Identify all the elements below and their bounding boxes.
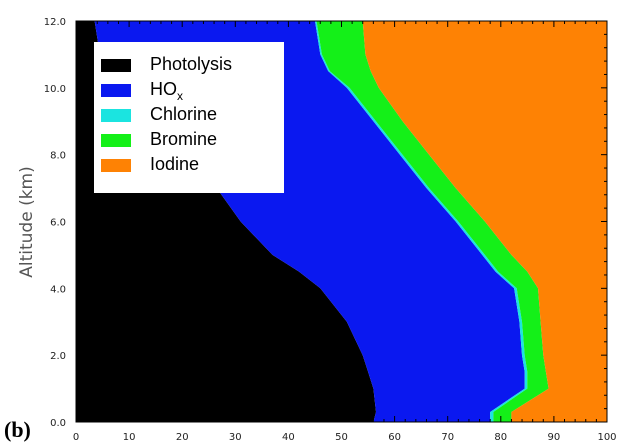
x-tick-label: 20 bbox=[176, 432, 189, 443]
x-tick-label: 50 bbox=[335, 432, 348, 443]
legend-label-subscript: x bbox=[177, 89, 183, 103]
y-tick-label: 12.0 bbox=[44, 17, 66, 28]
x-tick-labels: 0 10 20 30 40 50 60 70 80 90 100 bbox=[73, 432, 617, 443]
y-axis-title: Altitude (km) bbox=[17, 166, 37, 278]
x-tick-label: 0 bbox=[73, 432, 79, 443]
legend-swatch bbox=[101, 134, 131, 147]
y-tick-label: 8.0 bbox=[50, 151, 66, 162]
legend-swatch bbox=[101, 159, 131, 172]
area-iodine bbox=[362, 21, 607, 422]
legend-label: Bromine bbox=[150, 129, 217, 149]
area-photolysis bbox=[76, 21, 376, 422]
legend-swatch bbox=[101, 59, 131, 72]
y-tick-labels: 0.0 2.0 4.0 6.0 8.0 10.0 12.0 bbox=[44, 17, 66, 429]
y-tick-label: 0.0 bbox=[50, 418, 66, 429]
x-tick-label: 30 bbox=[229, 432, 242, 443]
legend-label: Chlorine bbox=[150, 104, 217, 124]
y-tick-label: 10.0 bbox=[44, 84, 66, 95]
area-bromine bbox=[316, 21, 549, 422]
x-tick-label: 100 bbox=[597, 432, 616, 443]
x-tick-label: 10 bbox=[123, 432, 136, 443]
x-tick-label: 60 bbox=[388, 432, 401, 443]
legend-swatch bbox=[101, 109, 131, 122]
legend-swatch bbox=[101, 84, 131, 97]
y-tick-label: 6.0 bbox=[50, 218, 66, 229]
x-tick-label: 80 bbox=[494, 432, 507, 443]
plot-frame bbox=[75, 20, 608, 423]
x-tick-label: 70 bbox=[441, 432, 454, 443]
legend-label: Photolysis bbox=[150, 54, 232, 74]
y-tick-label: 2.0 bbox=[50, 351, 66, 362]
panel-label: (b) bbox=[4, 417, 31, 442]
x-tick-label: 40 bbox=[282, 432, 295, 443]
x-tick-label: 90 bbox=[548, 432, 561, 443]
legend-label: Iodine bbox=[150, 154, 199, 174]
y-tick-label: 4.0 bbox=[50, 284, 66, 295]
